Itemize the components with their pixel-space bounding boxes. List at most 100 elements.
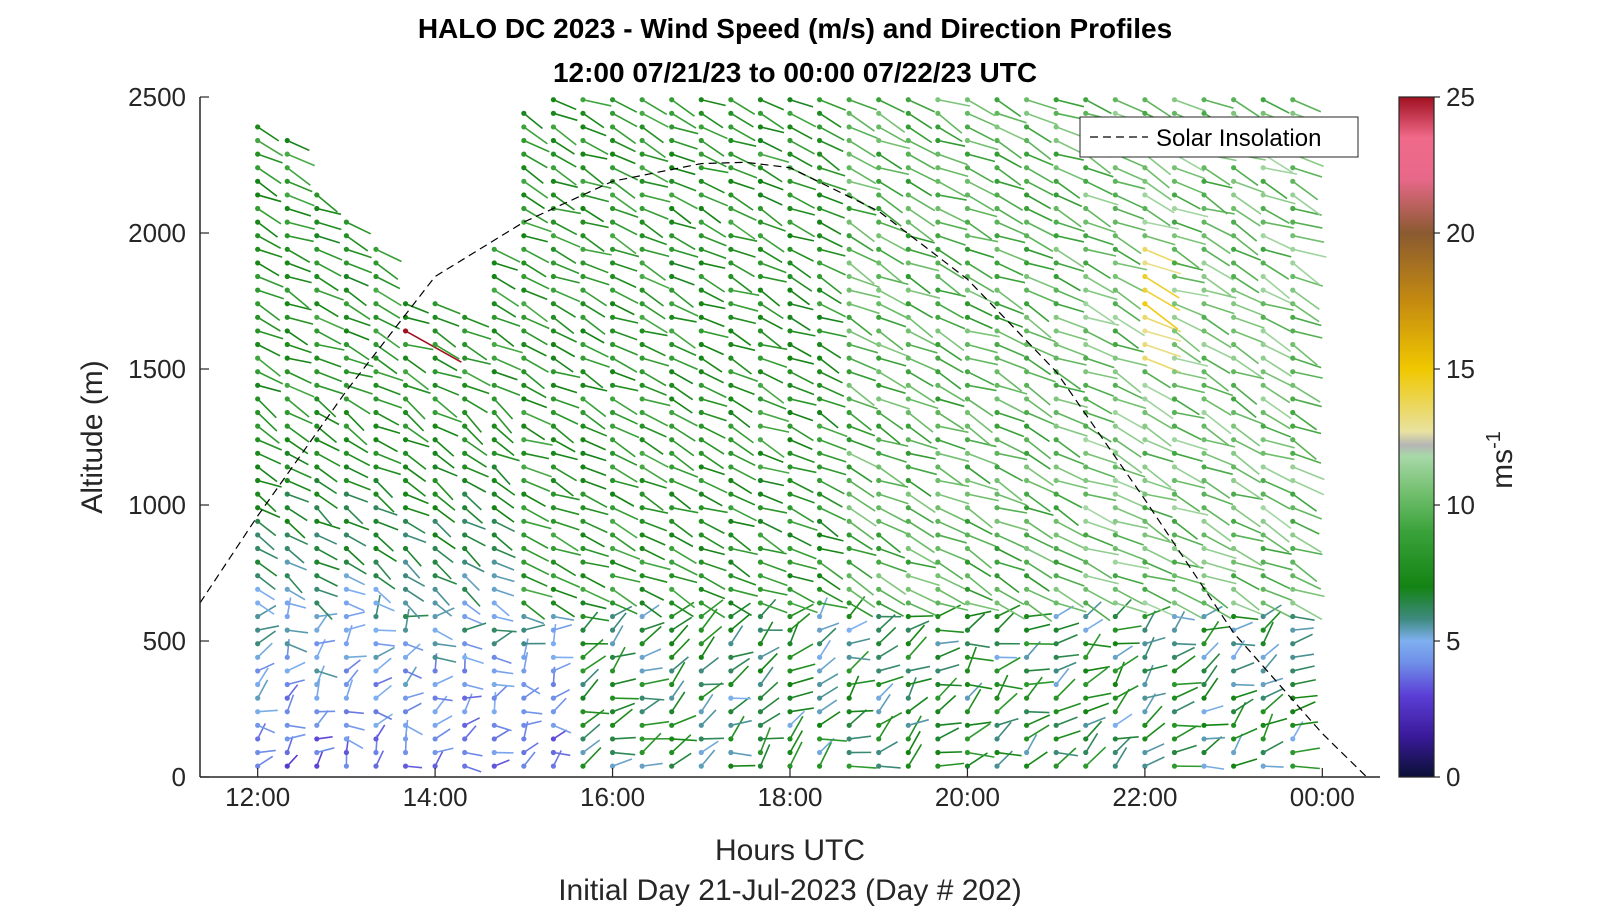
wind-barb-dot	[757, 654, 764, 660]
wind-barb-dot	[1083, 382, 1089, 388]
wind-barb-dot	[846, 518, 852, 524]
wind-barb-dot	[935, 505, 941, 511]
wind-barb-dot	[1053, 192, 1059, 198]
y-tick-label: 0	[172, 762, 186, 792]
wind-barb-shaft	[464, 520, 486, 530]
wind-barb-dot	[255, 328, 261, 334]
wind-barb-dot	[580, 681, 586, 688]
wind-barb-dot	[255, 573, 261, 579]
wind-barb-dot	[816, 437, 823, 443]
wind-barb-shaft	[878, 384, 906, 395]
wind-barb-shaft	[345, 669, 359, 686]
wind-barb-dot	[787, 641, 793, 647]
wind-barb-shaft	[1233, 425, 1261, 447]
wind-barb-shaft	[641, 262, 667, 281]
wind-barb-dot	[373, 654, 379, 660]
wind-barb-dot	[1290, 409, 1296, 416]
wind-barb-shaft	[612, 506, 639, 521]
wind-barb-dot	[728, 491, 734, 497]
wind-barb-shaft	[523, 602, 546, 620]
wind-barb-shaft	[1203, 653, 1221, 672]
wind-barb-shaft	[730, 697, 751, 700]
wind-barb-dot	[757, 409, 764, 416]
wind-barb-shaft	[937, 248, 962, 266]
wind-barb-shaft	[759, 289, 781, 307]
wind-barb-dot	[1231, 110, 1237, 116]
y-tick-label: 1000	[128, 490, 186, 520]
wind-barb-shaft	[1292, 330, 1323, 339]
wind-barb-dot	[728, 749, 734, 756]
wind-barb-shaft	[1144, 398, 1174, 420]
wind-barb-shaft	[1026, 343, 1056, 358]
wind-barb-shaft	[848, 316, 873, 336]
wind-barb-dot	[521, 273, 527, 280]
wind-barb-shaft	[671, 357, 698, 371]
wind-barb-shaft	[1115, 262, 1148, 271]
wind-barb-dot	[491, 273, 497, 280]
wind-barb-dot	[1083, 423, 1089, 429]
wind-barb-shaft	[582, 139, 609, 155]
wind-barb-dot	[905, 178, 911, 184]
wind-barb-dot	[816, 613, 823, 620]
wind-barb-dot	[432, 668, 438, 674]
wind-barb-shaft	[730, 602, 752, 617]
wind-barb-shaft	[848, 370, 877, 382]
wind-barb-shaft	[1292, 411, 1318, 431]
wind-barb-shaft	[937, 357, 964, 374]
wind-barb-dot	[964, 763, 971, 769]
wind-barb-shaft	[434, 656, 457, 663]
wind-barb-shaft	[612, 167, 639, 181]
wind-barb-shaft	[1085, 493, 1117, 502]
wind-barb-shaft	[641, 561, 671, 571]
wind-barb-shaft	[1233, 479, 1262, 500]
wind-barb-shaft	[1055, 493, 1083, 509]
wind-barb-shaft	[641, 466, 668, 484]
wind-barb-shaft	[464, 493, 482, 511]
wind-barb-shaft	[1174, 425, 1202, 441]
wind-barb-dot	[757, 314, 764, 320]
wind-barb-shaft	[582, 262, 609, 274]
wind-barb-dot	[1053, 382, 1059, 388]
wind-barb-dot	[1112, 518, 1118, 524]
wind-barb-shaft	[760, 602, 788, 614]
wind-barb-shaft	[1085, 330, 1114, 346]
wind-barb-dot	[373, 709, 379, 715]
wind-barb-dot	[284, 287, 290, 293]
wind-barb-shaft	[1144, 99, 1172, 118]
wind-barb-shaft	[375, 534, 394, 552]
wind-barb-dot	[964, 627, 971, 633]
wind-barb-dot	[343, 654, 349, 660]
wind-barb-dot	[1260, 477, 1266, 484]
wind-barb-shaft	[1085, 411, 1115, 424]
wind-barb-dot	[284, 654, 290, 660]
wind-barb-dot	[314, 600, 320, 606]
wind-barb-shaft	[848, 384, 875, 407]
wind-barb-shaft	[1085, 452, 1117, 465]
wind-barb-dot	[964, 124, 971, 130]
wind-barb-shaft	[582, 575, 606, 589]
wind-barb-shaft	[641, 180, 669, 188]
wind-barb-dot	[1142, 219, 1148, 225]
wind-barb-shaft	[1055, 622, 1080, 631]
wind-barb-shaft	[759, 652, 778, 672]
wind-barb-shaft	[848, 438, 876, 451]
wind-barb-shaft	[316, 507, 333, 526]
wind-barb-dot	[816, 137, 823, 144]
wind-barb-dot	[1142, 736, 1148, 742]
wind-barb-dot	[669, 314, 675, 320]
wind-barb-shaft	[553, 751, 571, 757]
wind-barb-shaft	[1144, 636, 1155, 658]
wind-barb-shaft	[878, 153, 903, 170]
wind-barb-shaft	[907, 636, 927, 658]
wind-barb-dot	[1142, 382, 1148, 388]
wind-barb-shaft	[671, 262, 695, 271]
wind-barb-dot	[550, 668, 557, 674]
wind-barb-shaft	[1174, 180, 1204, 195]
wind-profile	[1112, 97, 1150, 769]
wind-barb-dot	[669, 369, 675, 375]
wind-barb-dot	[816, 491, 823, 497]
wind-barb-dot	[964, 314, 971, 320]
wind-barb-shaft	[878, 248, 905, 266]
wind-barb-shaft	[700, 479, 728, 494]
